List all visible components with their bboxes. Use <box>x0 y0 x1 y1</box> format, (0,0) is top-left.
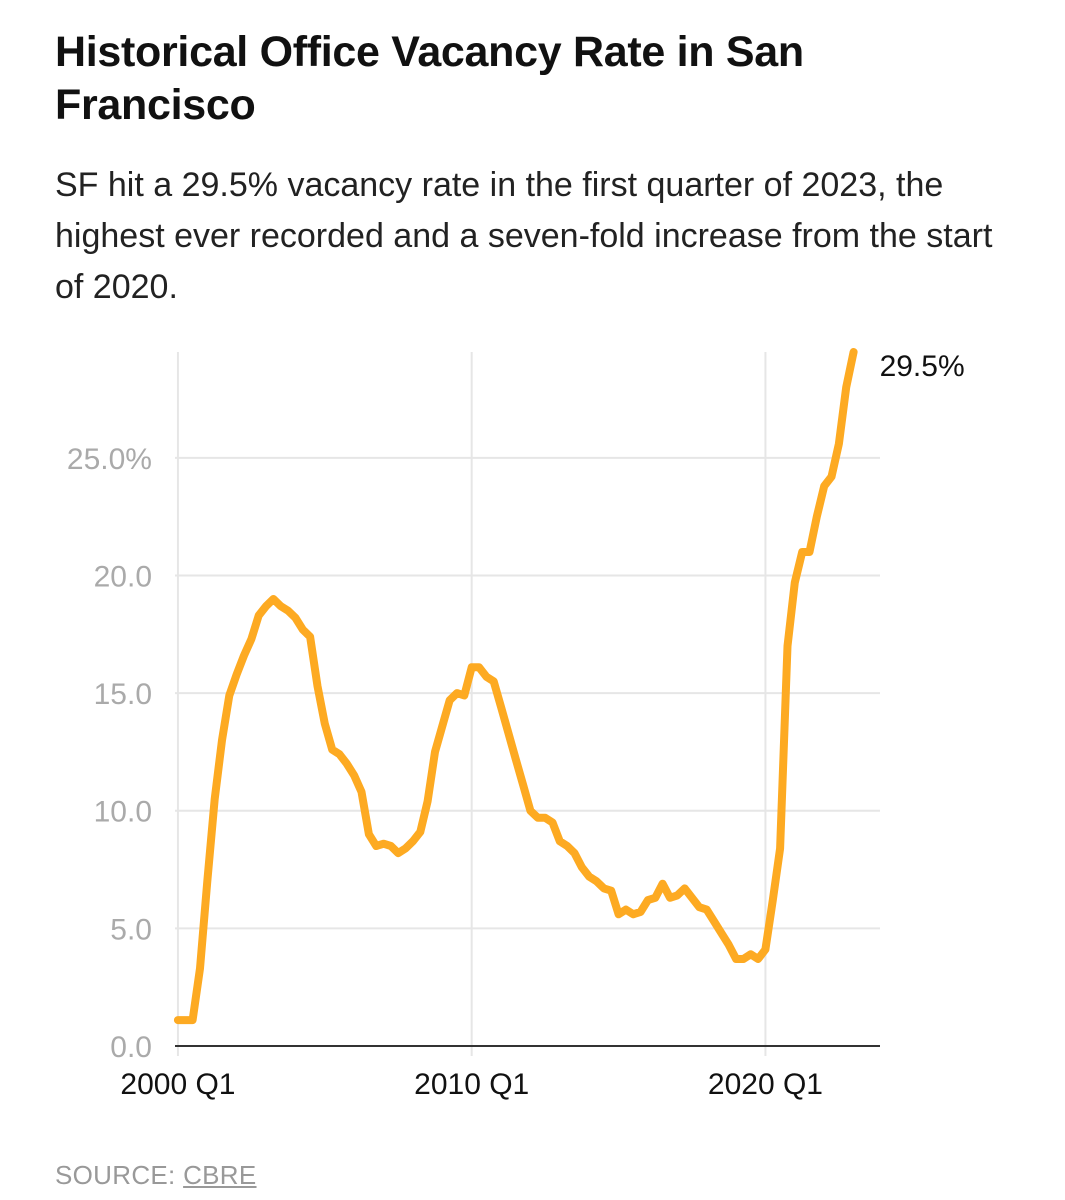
vacancy-rate-line <box>173 348 858 1025</box>
source-link[interactable]: CBRE <box>183 1160 257 1190</box>
y-tick-label: 20.0 <box>94 560 152 593</box>
chart-subtitle: SF hit a 29.5% vacancy rate in the first… <box>55 166 993 306</box>
source-note: SOURCE: CBRE <box>55 1160 257 1191</box>
series-layer <box>173 348 858 1025</box>
line-chart: 0.05.010.015.020.025.0% 2000 Q1 2010 Q1 20… <box>67 348 965 1101</box>
gridlines <box>175 352 880 1056</box>
y-axis-tick-labels: 0.0 5.0 10.0 15.0 20.0 25.0% <box>67 443 152 1064</box>
y-tick-label: 0.0 <box>110 1031 152 1064</box>
source-label: SOURCE: <box>55 1160 176 1190</box>
x-tick-label: 2010 Q1 <box>414 1068 529 1101</box>
y-tick-label: 10.0 <box>94 796 152 829</box>
x-tick-label: 2000 Q1 <box>120 1068 235 1101</box>
chart-title: Historical Office Vacancy Rate in San Fr… <box>55 28 804 129</box>
end-value-label: 29.5% <box>880 350 965 383</box>
x-tick-label: 2020 Q1 <box>708 1068 823 1101</box>
y-tick-label: 25.0% <box>67 443 152 476</box>
y-tick-label: 15.0 <box>94 678 152 711</box>
x-axis-tick-labels: 2000 Q1 2010 Q1 2020 Q1 <box>120 1068 823 1101</box>
y-tick-label: 5.0 <box>110 913 152 946</box>
